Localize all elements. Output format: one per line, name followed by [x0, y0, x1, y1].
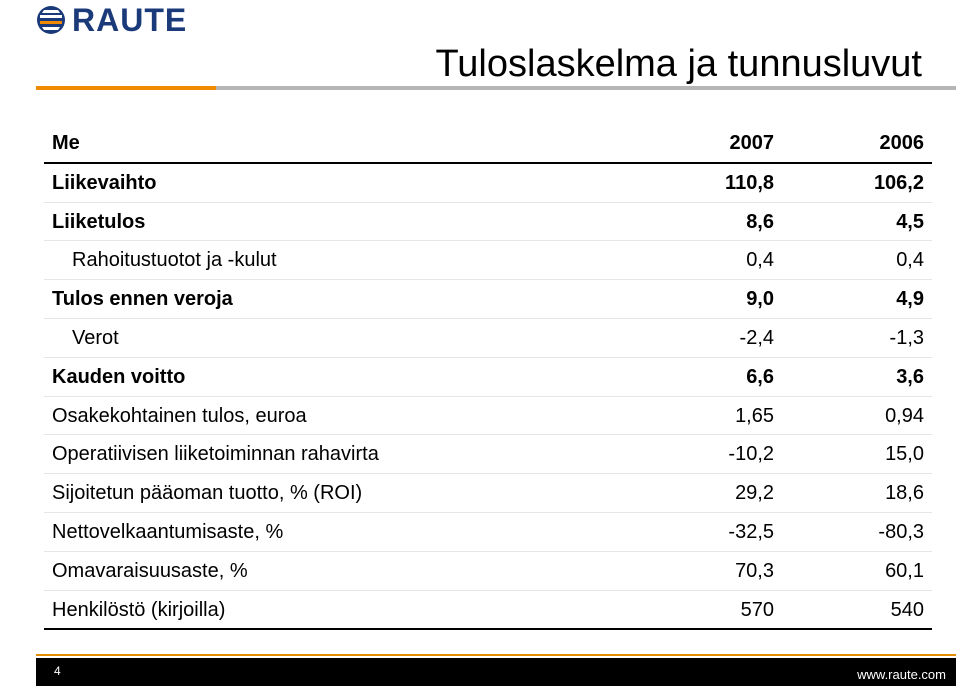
value-2007: -2,4: [739, 326, 774, 349]
value-2006: 4,9: [896, 288, 924, 311]
value-2007: 570: [740, 598, 774, 621]
column-header-unit: Me: [52, 132, 80, 154]
value-2007: 29,2: [735, 482, 774, 505]
table-row: Kauden voitto 6,6 3,6: [44, 358, 932, 397]
column-header-2006: 2006: [879, 132, 925, 154]
logo-wordmark: RAUTE: [72, 2, 188, 38]
column-header-2007: 2007: [729, 132, 775, 154]
value-2007: 9,0: [746, 288, 774, 311]
row-label: Tulos ennen veroja: [52, 288, 233, 311]
value-2006: 18,6: [885, 482, 924, 505]
value-2007: -32,5: [728, 520, 774, 543]
value-2007: 8,6: [746, 210, 774, 233]
row-label: Henkilöstö (kirjoilla): [52, 598, 226, 621]
title-divider-accent: [36, 86, 216, 90]
table-row: Sijoitetun pääoman tuotto, % (ROI) 29,2 18…: [44, 474, 932, 513]
title-divider: [36, 86, 956, 90]
value-2006: -80,3: [878, 520, 924, 543]
value-2006: 540: [890, 598, 924, 621]
page-title: Tuloslaskelma ja tunnusluvut: [435, 43, 922, 85]
table-row: Tulos ennen veroja 9,0 4,9: [44, 280, 932, 319]
value-2007: -10,2: [728, 443, 774, 466]
footer-bar: 4 www.raute.com: [36, 658, 956, 686]
table-row: Operatiivisen liiketoiminnan rahavirta -1…: [44, 435, 932, 475]
value-2006: 0,94: [885, 404, 924, 427]
raute-logo-icon: [37, 6, 65, 34]
value-2006: 3,6: [896, 365, 924, 388]
value-2006: 0,4: [896, 249, 924, 272]
page-number: 4: [54, 664, 61, 678]
row-label: Verot: [72, 326, 119, 349]
table-row: Rahoitustuotot ja -kulut 0,4 0,4: [44, 241, 932, 281]
row-label: Kauden voitto: [52, 365, 186, 388]
footer-accent-line: [36, 654, 956, 656]
value-2007: 6,6: [746, 365, 774, 388]
table-row: Verot -2,4 -1,3: [44, 319, 932, 358]
value-2006: -1,3: [889, 326, 924, 349]
value-2007: 110,8: [725, 171, 774, 194]
table-row: Omavaraisuusaste, % 70,3 60,1: [44, 552, 932, 591]
footer-url: www.raute.com: [857, 667, 946, 682]
value-2007: 70,3: [735, 559, 774, 582]
value-2006: 15,0: [885, 443, 924, 466]
table-row: Liikevaihto 110,8 106,2: [44, 164, 932, 203]
value-2007: 1,65: [735, 404, 774, 427]
row-label: Liiketulos: [52, 210, 146, 233]
row-label: Operatiivisen liiketoiminnan rahavirta: [52, 443, 379, 466]
row-label: Liikevaihto: [52, 171, 157, 194]
row-label: Rahoitustuotot ja -kulut: [72, 249, 277, 272]
value-2006: 106,2: [873, 171, 924, 194]
financial-table: Me 2007 2006 Liikevaihto 110,8 106,2 Liiket…: [44, 124, 932, 631]
table-row: Osakekohtainen tulos, euroa 1,65 0,94: [44, 397, 932, 436]
raute-logo: RAUTE: [36, 4, 187, 36]
value-2006: 60,1: [885, 559, 924, 582]
table-header-row: Me 2007 2006: [44, 124, 932, 164]
table-row: Henkilöstö (kirjoilla) 570 540: [44, 591, 932, 631]
table-row: Nettovelkaantumisaste, % -32,5 -80,3: [44, 513, 932, 552]
table-row: Liiketulos 8,6 4,5: [44, 203, 932, 242]
value-2007: 0,4: [746, 249, 774, 272]
row-label: Omavaraisuusaste, %: [52, 559, 248, 582]
value-2006: 4,5: [896, 210, 924, 233]
row-label: Osakekohtainen tulos, euroa: [52, 404, 307, 427]
row-label: Sijoitetun pääoman tuotto, % (ROI): [52, 482, 363, 505]
row-label: Nettovelkaantumisaste, %: [52, 520, 284, 543]
